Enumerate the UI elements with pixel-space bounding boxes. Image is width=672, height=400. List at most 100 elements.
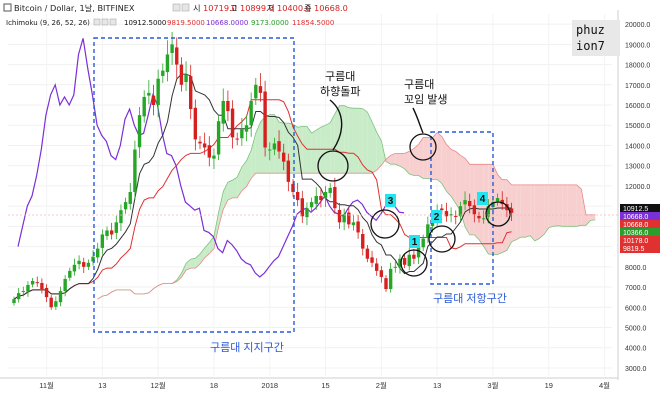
- candle-body: [68, 270, 72, 278]
- price-tags: 10912.510668.010668.010366.010178.09819.…: [8, 204, 660, 253]
- kumo-segment: [372, 122, 377, 174]
- candle-body: [100, 234, 105, 248]
- candle-body: [309, 202, 314, 208]
- kumo-segment: [465, 158, 470, 235]
- kumo-segment: [190, 258, 196, 269]
- candle-body: [351, 222, 356, 226]
- candle-body: [486, 206, 490, 217]
- hide-icon[interactable]: [181, 3, 190, 12]
- y-tick-label: 19000.0: [625, 42, 650, 49]
- resistance-zone-label: 구름대 저항구간: [433, 292, 507, 305]
- price-tag-box: [620, 220, 660, 229]
- candle-body: [477, 215, 481, 219]
- watermark-line1: phuz: [576, 23, 605, 37]
- candle-body: [96, 248, 100, 258]
- kumo-segment: [399, 153, 405, 169]
- support-zone-label: 구름대 지지구간: [210, 341, 284, 354]
- y-tick-label: 6000.0: [625, 305, 647, 312]
- y-tick-label: 17000.0: [625, 83, 650, 90]
- settings-icon[interactable]: [172, 3, 181, 12]
- symbol-title: Bitcoin / Dollar, 1날, BITFINEX: [14, 3, 135, 13]
- kumo-segment: [525, 184, 531, 238]
- price-tag-label: 10668.0: [623, 222, 648, 229]
- candle-body: [342, 214, 346, 223]
- candle-body: [263, 91, 267, 148]
- candle-body: [40, 283, 44, 290]
- candle-body: [114, 222, 118, 233]
- kumo-segment: [316, 127, 321, 174]
- annotation-circles: [317, 133, 511, 277]
- kumo-segment: [413, 144, 419, 176]
- x-tick-label: 11월: [39, 380, 54, 390]
- annotation-circle: [317, 150, 349, 182]
- kumo-segment: [534, 184, 540, 241]
- kumo-segment: [585, 214, 591, 226]
- candle-body: [235, 138, 239, 140]
- kumo-segment: [232, 177, 238, 198]
- watermark-box: [572, 20, 620, 56]
- kumo-segment: [200, 247, 205, 264]
- support-zone-box: [93, 37, 295, 333]
- kumo-segment: [423, 137, 428, 179]
- candle-body: [12, 299, 16, 304]
- kumo-segment: [516, 184, 521, 240]
- indicator-hide-icon[interactable]: [101, 18, 109, 26]
- high-label: 고: [230, 3, 238, 13]
- x-tick-label: 2018: [261, 381, 278, 390]
- candle-body: [495, 198, 500, 202]
- price-tag-box: [620, 212, 660, 221]
- candle-body: [295, 191, 300, 201]
- candle-body: [109, 230, 114, 235]
- kumo-segment: [311, 130, 317, 174]
- candle-body: [137, 115, 142, 148]
- number-markers: 1 2 3 4: [385, 192, 488, 248]
- kumo-segment: [520, 184, 526, 238]
- candle-body: [388, 268, 393, 290]
- resistance-zone-box: [430, 131, 494, 285]
- annotation-circle: [400, 249, 428, 277]
- candle-body: [305, 208, 309, 218]
- kumo-segment: [590, 214, 596, 221]
- candle-body: [230, 108, 235, 138]
- indicator-remove-icon[interactable]: [109, 18, 117, 26]
- kumo-segment: [492, 164, 498, 255]
- kumo-segment: [479, 164, 484, 247]
- marker-2: 2: [434, 212, 440, 223]
- kumo-segment: [325, 122, 331, 174]
- kumo-segment: [511, 184, 517, 242]
- candle-body: [440, 208, 444, 211]
- x-tick-label: 13: [433, 381, 441, 390]
- candle-body: [128, 191, 132, 204]
- candle-body: [44, 287, 49, 298]
- open-value: 10719.0: [203, 3, 237, 13]
- y-tick-label: 12000.0: [625, 184, 650, 191]
- indicator-settings-icon[interactable]: [93, 18, 101, 26]
- price-tag-label: 10178.0: [623, 238, 648, 245]
- kumo-segment: [576, 184, 582, 227]
- price-tag-label: 10912.5: [623, 206, 648, 213]
- watermark: phuz ion7: [572, 20, 620, 56]
- candle-body: [291, 183, 295, 192]
- candle-body: [468, 200, 472, 207]
- close-label: 종: [304, 3, 312, 13]
- candle-body: [361, 234, 365, 249]
- candle-body: [426, 224, 430, 238]
- candle-body: [161, 70, 165, 76]
- collapse-icon[interactable]: [3, 3, 12, 12]
- y-tick-label: 7000.0: [625, 285, 647, 292]
- candle-body: [207, 145, 211, 158]
- marker-1: 1: [412, 237, 418, 248]
- kumo-segment: [339, 105, 345, 174]
- candle-body: [226, 100, 230, 112]
- candle-body: [333, 186, 337, 209]
- kumo-segment: [367, 112, 373, 174]
- candle-body: [249, 100, 253, 126]
- candle-body: [91, 256, 95, 262]
- kumo-segment: [474, 164, 479, 240]
- kumo-segment: [441, 136, 447, 192]
- kumo-segment: [497, 174, 503, 255]
- kumo-segment: [330, 113, 335, 174]
- price-tag-label: 9819.5: [623, 246, 645, 253]
- kumo-segment: [562, 184, 568, 227]
- candle-body: [212, 155, 216, 159]
